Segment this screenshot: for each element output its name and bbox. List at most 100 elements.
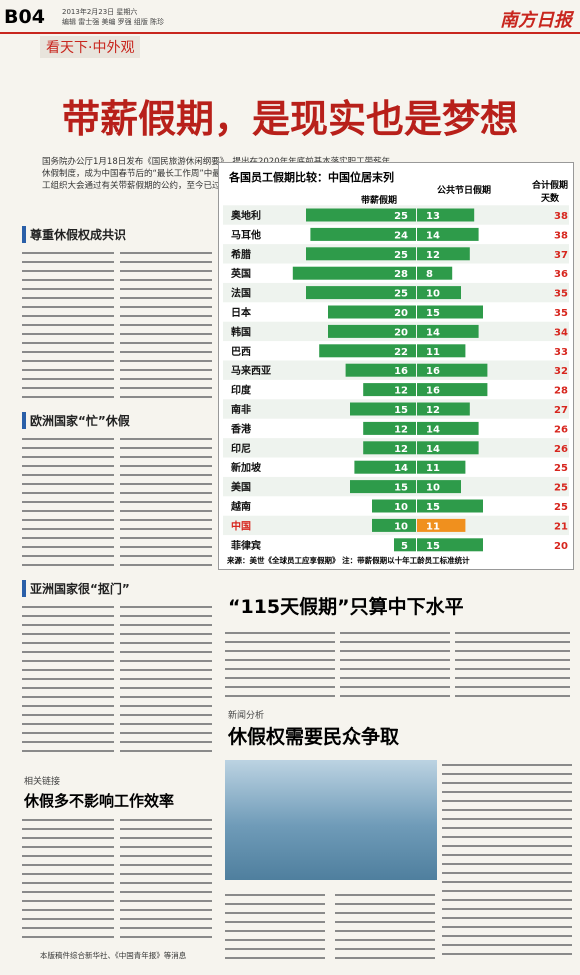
- total-label: 38: [554, 211, 568, 222]
- category-label: 希腊: [230, 248, 251, 261]
- page-number: B04: [4, 6, 45, 28]
- category-label: 菲律宾: [231, 539, 261, 552]
- bar: [417, 247, 470, 261]
- value-label: 12: [394, 386, 408, 397]
- total-label: 25: [554, 483, 568, 494]
- bar: [372, 499, 416, 513]
- value-label: 12: [426, 405, 440, 416]
- source: 来源：美世《全球员工应享假期》 注：带薪假期以十年工龄员工标准统计: [226, 555, 470, 565]
- category-label: 韩国: [231, 325, 251, 338]
- total-label: 26: [554, 424, 568, 435]
- value-label: 15: [426, 541, 440, 552]
- bar: [328, 324, 416, 338]
- total-label: 21: [554, 521, 568, 532]
- value-label: 14: [426, 230, 440, 241]
- value-label: 22: [394, 347, 408, 358]
- value-label: 20: [394, 308, 408, 319]
- category-label: 马耳他: [231, 228, 261, 241]
- bar: [363, 421, 416, 435]
- date: 2013年2月23日 星期六: [62, 8, 138, 16]
- total-label: 20: [554, 541, 568, 552]
- category-label: 新加坡: [231, 461, 262, 474]
- value-label: 11: [426, 521, 440, 532]
- body-text: [335, 890, 435, 960]
- total-label: 27: [554, 405, 568, 416]
- bar: [417, 324, 479, 338]
- value-label: 14: [426, 444, 440, 455]
- total-label: 26: [554, 444, 568, 455]
- bar: [417, 518, 466, 532]
- bar: [417, 441, 479, 455]
- category-label: 南非: [231, 403, 251, 416]
- photo: [225, 760, 437, 880]
- bar: [310, 227, 416, 241]
- bar: [417, 421, 479, 435]
- category-label: 英国: [230, 267, 251, 280]
- value-label: 14: [426, 327, 440, 338]
- category-label: 印度: [231, 384, 252, 397]
- value-label: 20: [394, 327, 408, 338]
- bar: [319, 344, 416, 358]
- total-label: 38: [554, 230, 568, 241]
- bar: [292, 266, 416, 280]
- value-label: 28: [394, 269, 408, 280]
- subhead: 尊重休假权成共识: [22, 226, 126, 243]
- bar: [345, 363, 416, 377]
- value-label: 11: [426, 463, 440, 474]
- value-label: 12: [426, 250, 440, 261]
- total-label: 32: [554, 366, 568, 377]
- tag: 新闻分析: [228, 711, 265, 721]
- subhead: 亚洲国家很“抠门”: [22, 580, 130, 597]
- rule: [0, 32, 580, 34]
- bar: [306, 208, 416, 222]
- bar: [363, 383, 416, 397]
- chart-title: 各国员工假期比较：中国位居末列: [228, 170, 394, 184]
- subhead: 欧洲国家“忙”休假: [22, 412, 130, 429]
- total-label: 28: [554, 386, 568, 397]
- value-label: 14: [394, 463, 408, 474]
- value-label: 10: [394, 502, 408, 513]
- bar: [417, 286, 461, 300]
- tag: 相关链接: [24, 777, 61, 787]
- body-text: [120, 434, 212, 569]
- legend-label: 带薪假期: [361, 194, 397, 206]
- logo: 南方日报: [500, 10, 572, 31]
- headline: 带薪假期，是现实也是梦想: [61, 97, 518, 141]
- bar: [372, 518, 416, 532]
- value-label: 16: [394, 366, 408, 377]
- bar: [417, 227, 479, 241]
- value-label: 5: [401, 541, 408, 552]
- body-text: [455, 628, 570, 698]
- total-label: 25: [554, 463, 568, 474]
- bar: [417, 499, 483, 513]
- bar: [417, 305, 483, 319]
- body-text: [22, 815, 114, 945]
- body-text: [442, 760, 572, 960]
- bar: [363, 441, 416, 455]
- bar: [417, 363, 488, 377]
- category-label: 越南: [230, 500, 251, 513]
- value-label: 12: [394, 424, 408, 435]
- value-label: 15: [394, 483, 408, 494]
- total-label: 34: [554, 327, 568, 338]
- value-label: 11: [426, 347, 440, 358]
- article-title: 休假多不影响工作效率: [24, 792, 175, 810]
- body-text: [340, 628, 450, 698]
- body-text: [120, 602, 212, 752]
- section: 看天下·中外观: [40, 36, 141, 58]
- bar: [350, 480, 416, 494]
- credit: 本版稿件综合新华社、《中国青年报》等消息: [40, 951, 187, 960]
- total-label: 33: [554, 347, 568, 358]
- bar: [350, 402, 416, 416]
- bar: [417, 344, 466, 358]
- body-text: [225, 890, 325, 960]
- body-text: [22, 434, 114, 569]
- value-label: 14: [426, 424, 440, 435]
- value-label: 13: [426, 211, 440, 222]
- category-label: 印尼: [231, 443, 251, 455]
- total-label: 25: [554, 502, 568, 513]
- bar: [417, 208, 475, 222]
- legend-label: 合计假期天数: [531, 181, 568, 204]
- category-label: 日本: [231, 306, 252, 319]
